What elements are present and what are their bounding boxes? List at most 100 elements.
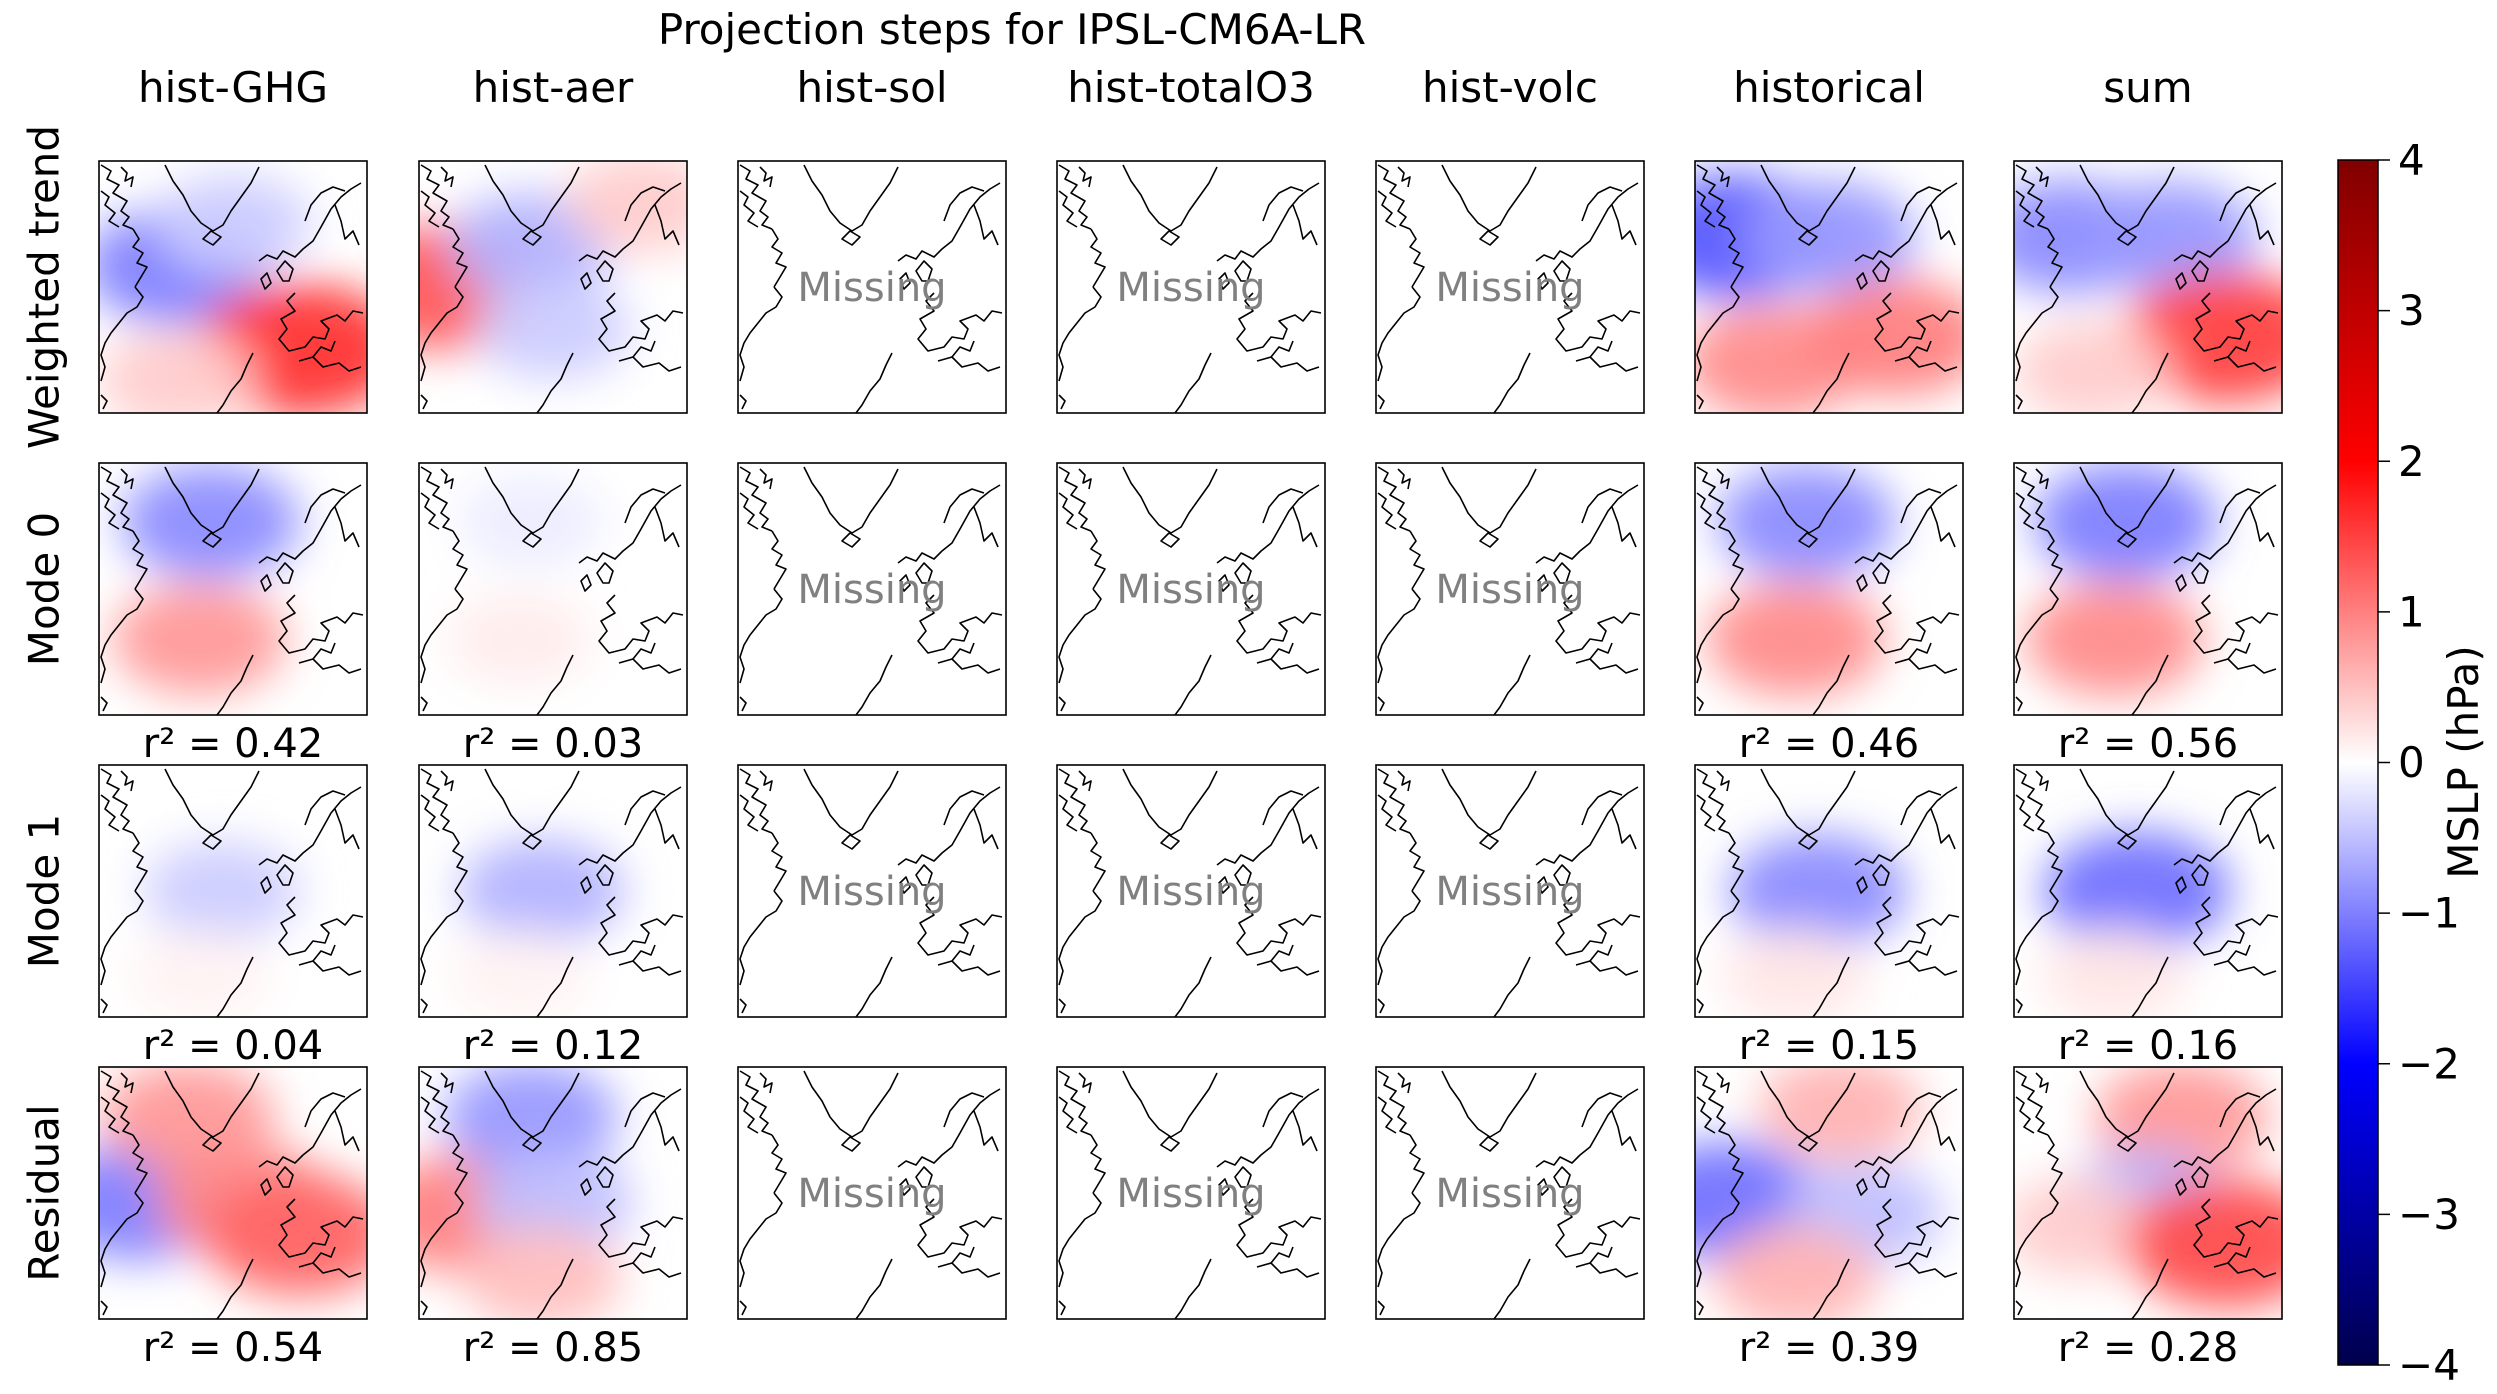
map-panel: [418, 160, 688, 414]
field-contour: [155, 174, 311, 274]
panel-frame: [418, 1066, 688, 1320]
map-panel: r² = 0.16: [2013, 764, 2283, 1069]
panel-frame: [1056, 160, 1326, 414]
field-layer: [419, 1067, 633, 1319]
map-panel: [2013, 160, 2283, 414]
column-header: hist-sol: [796, 63, 947, 112]
missing-label: Missing: [1435, 567, 1584, 613]
field-contour: [458, 475, 603, 568]
field-contour: [1804, 279, 1963, 396]
column-header: hist-GHG: [138, 63, 328, 112]
map-panel: r² = 0.39: [1694, 1066, 1964, 1371]
map-panel: r² = 0.28: [2013, 1066, 2283, 1371]
map-panel: r² = 0.04: [98, 764, 368, 1069]
panel-frame: [1056, 462, 1326, 716]
field-contour: [459, 838, 625, 944]
field-contour: [121, 464, 300, 579]
field-contour: [2043, 831, 2231, 951]
map-panel: Missing: [1056, 764, 1326, 1018]
map-panel: [98, 160, 368, 414]
field-contour: [144, 841, 300, 941]
field-contour: [2125, 1179, 2282, 1308]
panel-frame: [1056, 764, 1326, 1018]
map-panel: [1694, 160, 1964, 414]
field-contour: [1728, 834, 1907, 948]
field-contour: [473, 1150, 633, 1253]
colorbar-tick-label: 0: [2398, 738, 2425, 787]
panel-frame: [98, 462, 368, 716]
map-panel: Missing: [737, 764, 1007, 1018]
row-headers: Weighted trend Mode 0 Mode 1 Residual: [20, 125, 69, 1282]
panel-frame: [2013, 764, 2283, 1018]
colorbar-label: MSLP (hPa): [2439, 645, 2488, 879]
field-contour: [2034, 463, 2217, 581]
missing-label: Missing: [797, 265, 946, 311]
field-contour: [564, 161, 687, 253]
panel-frame: [1694, 764, 1964, 1018]
panel-frame: [1694, 1066, 1964, 1320]
colorbar-tick-label: −4: [2398, 1341, 2460, 1390]
field-contour: [128, 929, 271, 1017]
map-panel: Missing: [1375, 764, 1645, 1018]
map-panel: Missing: [1375, 462, 1645, 716]
field-layer: [448, 838, 625, 1017]
panel-frame: [1375, 764, 1645, 1018]
map-panel: Missing: [1056, 462, 1326, 716]
row-header: Weighted trend: [20, 125, 69, 449]
r2-label: r² = 0.03: [463, 721, 644, 767]
panel-frame: [737, 764, 1007, 1018]
colorbar-ticks: 4 3 2 1 0 −1 −2 −3 −4: [2378, 136, 2460, 1390]
field-layer: [447, 475, 603, 686]
row-header: Mode 1: [20, 814, 69, 969]
field-contour: [448, 929, 591, 1017]
missing-label: Missing: [797, 1171, 946, 1217]
field-contour: [1757, 1067, 1923, 1162]
panel-frame: [2013, 160, 2283, 414]
column-header: historical: [1733, 63, 1925, 112]
column-header: sum: [2103, 63, 2192, 112]
map-panel: Missing: [1056, 1066, 1326, 1320]
field-contour: [2014, 321, 2170, 413]
field-contour: [204, 1173, 367, 1297]
r2-label: r² = 0.04: [143, 1023, 324, 1069]
field-contour: [1722, 928, 1869, 1017]
map-panel: r² = 0.03: [418, 462, 688, 767]
colorbar-tick-label: −3: [2398, 1190, 2460, 1239]
field-contour: [475, 279, 631, 379]
field-contour: [1717, 464, 1896, 579]
panel-grid: Missing Missing Missing r² = 0.42 r² = 0.03 M…: [98, 160, 2283, 1371]
panel-frame: [2013, 462, 2283, 716]
column-header: hist-volc: [1422, 63, 1598, 112]
field-contour: [2094, 1067, 2269, 1173]
field-contour: [443, 1067, 618, 1173]
missing-label: Missing: [797, 567, 946, 613]
map-panel: r² = 0.46: [1694, 462, 1964, 767]
missing-label: Missing: [1435, 869, 1584, 915]
field-contour: [2025, 582, 2204, 697]
field-layer: [2014, 1067, 2282, 1308]
panel-frame: [1056, 1066, 1326, 1320]
panel-frame: [1694, 462, 1964, 716]
r2-label: r² = 0.15: [1739, 1023, 1920, 1069]
field-contour: [461, 1225, 622, 1319]
colorbar: 4 3 2 1 0 −1 −2 −3 −4 MSLP (hPa): [2337, 136, 2488, 1390]
panel-frame: [2013, 1066, 2283, 1320]
map-panel: Missing: [1056, 160, 1326, 414]
panel-frame: [418, 764, 688, 1018]
r2-label: r² = 0.16: [2058, 1023, 2239, 1069]
field-layer: [99, 1067, 367, 1297]
panel-frame: [1375, 462, 1645, 716]
map-panel: Missing: [737, 160, 1007, 414]
field-contour: [447, 593, 592, 686]
field-layer: [2025, 463, 2217, 697]
colorbar-tick-label: 1: [2398, 587, 2425, 636]
panel-frame: [98, 1066, 368, 1320]
field-layer: [128, 841, 300, 1017]
r2-label: r² = 0.28: [2058, 1325, 2239, 1371]
panel-frame: [98, 764, 368, 1018]
colorbar-tick-label: −1: [2398, 889, 2460, 938]
map-panel: Missing: [737, 1066, 1007, 1320]
field-contour: [2041, 928, 2188, 1017]
map-panel: r² = 0.54: [98, 1066, 368, 1371]
